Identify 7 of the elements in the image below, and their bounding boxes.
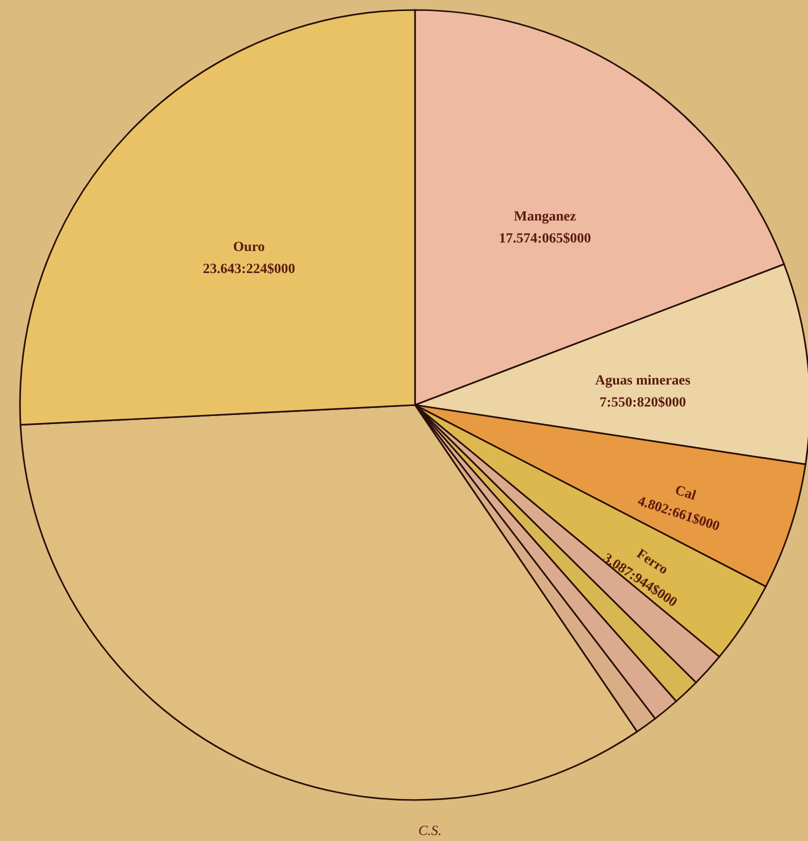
slice-label: Manganez — [514, 209, 576, 224]
slice-label: Aguas mineraes — [595, 374, 691, 389]
data-label: 23.643:224$000 — [202, 262, 296, 278]
data-label: 7:550:820$000 — [600, 396, 686, 411]
data-label: 17.574:065$000 — [498, 231, 592, 246]
text: C.S. — [418, 824, 442, 839]
slice-label: Ouro — [233, 240, 265, 256]
